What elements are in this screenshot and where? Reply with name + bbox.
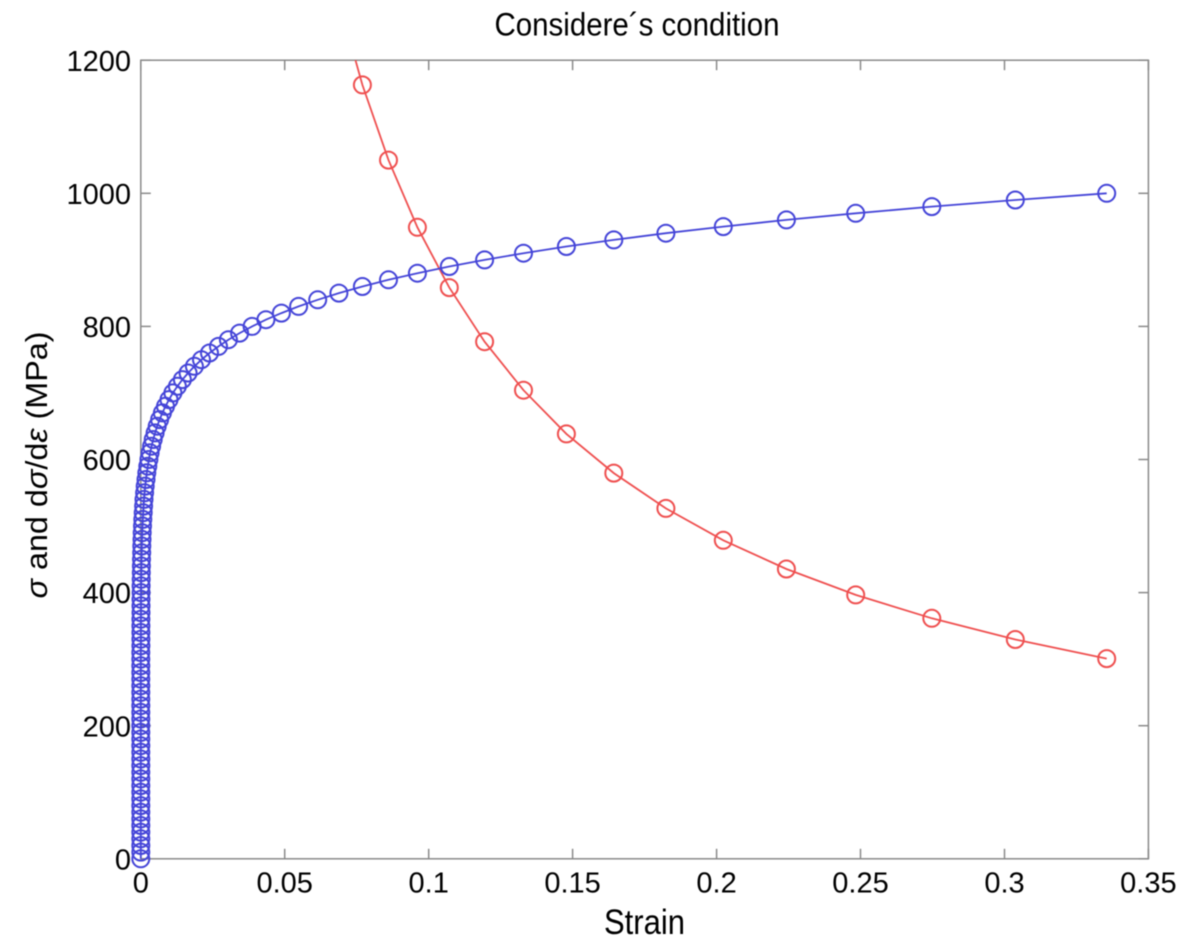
svg-text:0.25: 0.25 — [832, 867, 888, 899]
svg-text:0.3: 0.3 — [984, 867, 1024, 899]
svg-text:0.2: 0.2 — [696, 867, 736, 899]
svg-text:0.35: 0.35 — [1120, 867, 1176, 899]
svg-text:800: 800 — [83, 312, 131, 344]
svg-text:σ and dσ/dε (MPa): σ and dσ/dε (MPa) — [19, 332, 54, 599]
svg-text:Strain: Strain — [604, 903, 685, 942]
svg-text:400: 400 — [83, 578, 131, 610]
svg-text:Considere´s condition: Considere´s condition — [495, 7, 780, 43]
svg-text:1000: 1000 — [66, 179, 131, 211]
svg-text:0: 0 — [115, 844, 131, 876]
svg-text:0.15: 0.15 — [544, 867, 600, 899]
svg-text:0.1: 0.1 — [409, 867, 449, 899]
svg-text:200: 200 — [83, 711, 131, 743]
svg-text:600: 600 — [83, 445, 131, 477]
svg-text:1200: 1200 — [66, 46, 131, 78]
svg-text:0: 0 — [133, 867, 149, 899]
svg-text:0.05: 0.05 — [256, 867, 312, 899]
